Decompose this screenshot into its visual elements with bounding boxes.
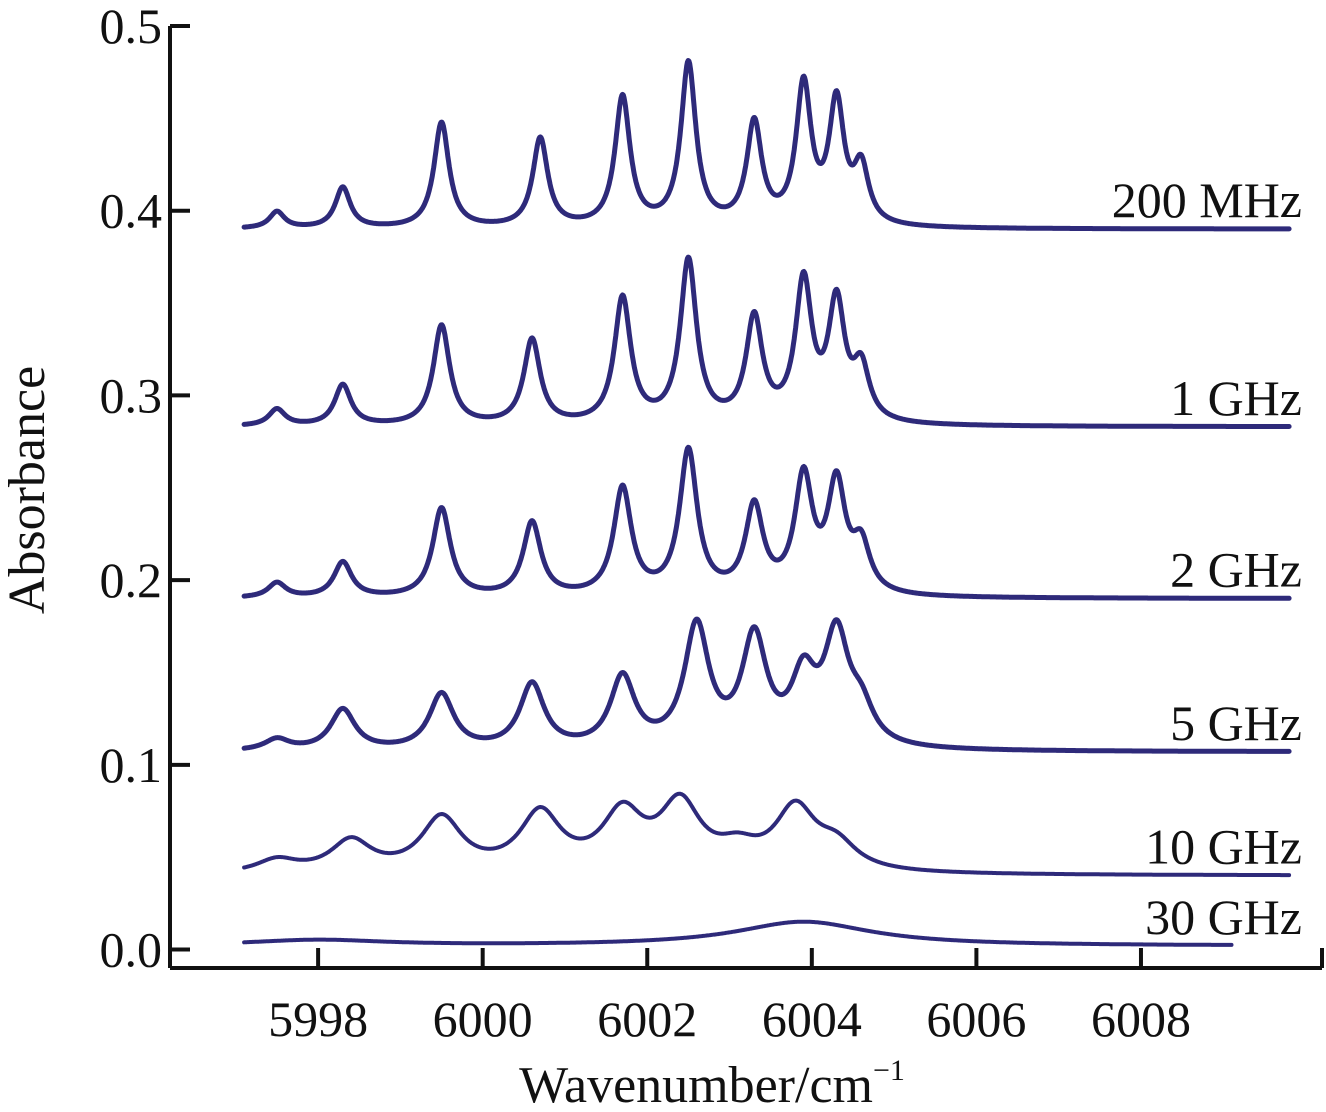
spectrum-line-2-ghz [241, 444, 1292, 601]
y-tick-label: 0.3 [100, 367, 163, 423]
x-axis-title-superscript: −1 [873, 1054, 905, 1087]
series-label: 5 GHz [1170, 695, 1302, 751]
spectrum-line-5-ghz [241, 616, 1292, 754]
x-tick-label: 6006 [926, 991, 1026, 1047]
y-ticks: 0.0 0.1 0.2 0.3 0.4 0.5 [100, 0, 190, 978]
y-tick-label: 0.1 [100, 737, 163, 793]
spectra-traces [241, 58, 1292, 947]
x-axis-title-text: Wavenumber/cm [519, 1057, 873, 1112]
series-label: 10 GHz [1145, 819, 1302, 875]
x-tick-label: 6008 [1091, 991, 1191, 1047]
x-tick-label: 6004 [762, 991, 862, 1047]
x-tick-label: 6002 [597, 991, 697, 1047]
y-tick-label: 0.4 [100, 183, 163, 239]
axes [168, 26, 1324, 970]
y-tick-label: 0.0 [100, 922, 163, 978]
x-tick-label: 6000 [433, 991, 533, 1047]
spectrum-line-1-ghz [241, 254, 1292, 429]
y-tick-label: 0.2 [100, 552, 163, 608]
spectrum-line-30-ghz [242, 919, 1234, 947]
series-labels: 200 MHz 1 GHz 2 GHz 5 GHz 10 GHz 30 GHz [1112, 172, 1302, 945]
y-axis-title: Absorbance [0, 366, 56, 614]
y-tick-label: 0.5 [100, 0, 163, 54]
series-label: 200 MHz [1112, 172, 1302, 228]
spectrum-line-200-mhz [241, 58, 1292, 232]
spectrum-line-10-ghz [242, 791, 1292, 878]
series-label: 2 GHz [1170, 542, 1302, 598]
series-label: 30 GHz [1145, 889, 1302, 945]
x-ticks: 5998 6000 6002 6004 6006 6008 [268, 948, 1191, 1047]
x-tick-label: 5998 [268, 991, 368, 1047]
series-label: 1 GHz [1170, 370, 1302, 426]
x-axis-title: Wavenumber/cm−1 [519, 1054, 905, 1112]
